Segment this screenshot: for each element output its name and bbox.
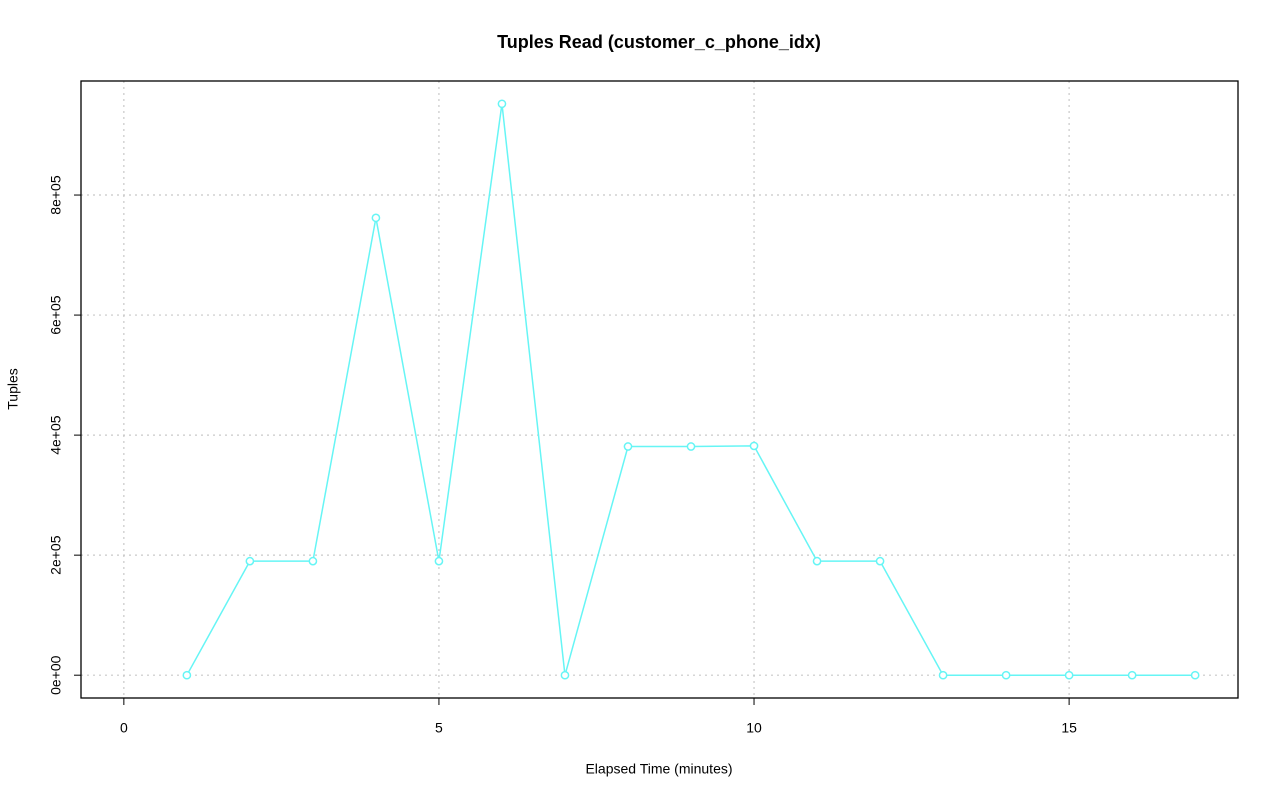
x-tick-label: 5 bbox=[435, 720, 443, 736]
data-point bbox=[560, 670, 570, 680]
data-point bbox=[812, 556, 822, 566]
data-point bbox=[308, 556, 318, 566]
data-point bbox=[1001, 670, 1011, 680]
x-axis-label: Elapsed Time (minutes) bbox=[585, 761, 732, 777]
y-tick-label: 8e+05 bbox=[48, 175, 64, 215]
data-point bbox=[686, 442, 696, 451]
data-point bbox=[371, 213, 381, 223]
data-point bbox=[1064, 670, 1074, 680]
data-point bbox=[434, 556, 444, 566]
data-point bbox=[623, 442, 633, 451]
y-tick-label: 0e+00 bbox=[48, 655, 64, 695]
y-axis-label: Tuples bbox=[5, 368, 21, 410]
x-tick-label: 15 bbox=[1061, 720, 1077, 736]
data-point bbox=[245, 556, 255, 566]
plot-frame bbox=[80, 80, 1239, 699]
data-point bbox=[1127, 670, 1137, 680]
chart-title: Tuples Read (customer_c_phone_idx) bbox=[497, 32, 821, 52]
data-point bbox=[875, 556, 885, 566]
y-tick-label: 4e+05 bbox=[48, 415, 64, 455]
data-point bbox=[938, 670, 948, 680]
x-tick-label: 10 bbox=[746, 720, 762, 736]
data-point bbox=[1190, 670, 1200, 680]
y-tick-label: 2e+05 bbox=[48, 535, 64, 575]
data-point bbox=[497, 99, 507, 109]
plot-area: 0 5 10 15 0e+00 2e+05 4e+05 6e+05 8e+05 bbox=[48, 81, 1238, 736]
data-point bbox=[182, 670, 192, 680]
data-point bbox=[749, 441, 759, 451]
y-tick-label: 6e+05 bbox=[48, 295, 64, 335]
x-tick-label: 0 bbox=[120, 720, 128, 736]
